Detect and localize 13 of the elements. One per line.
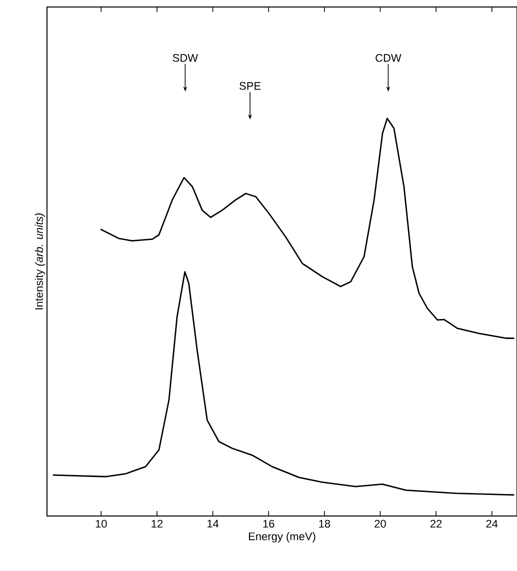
- text: CDW: [376, 54, 402, 62]
- x-tick-label: 22: [430, 520, 442, 528]
- x-tick-label: 24: [486, 520, 498, 528]
- x-tick-label: 18: [319, 520, 330, 528]
- x-tick-label: 16: [263, 520, 274, 528]
- x-tick-label: 10: [96, 520, 107, 528]
- x-tick-label: 12: [152, 520, 163, 528]
- x-tick-label: 14: [208, 520, 219, 528]
- y-axis-title: Intensity (arb. units): [34, 213, 46, 310]
- x-tick-label: 20: [374, 520, 386, 528]
- x-axis-title: Energy (meV): [248, 532, 316, 542]
- text: SDW: [172, 54, 198, 62]
- text: SPE: [240, 82, 261, 90]
